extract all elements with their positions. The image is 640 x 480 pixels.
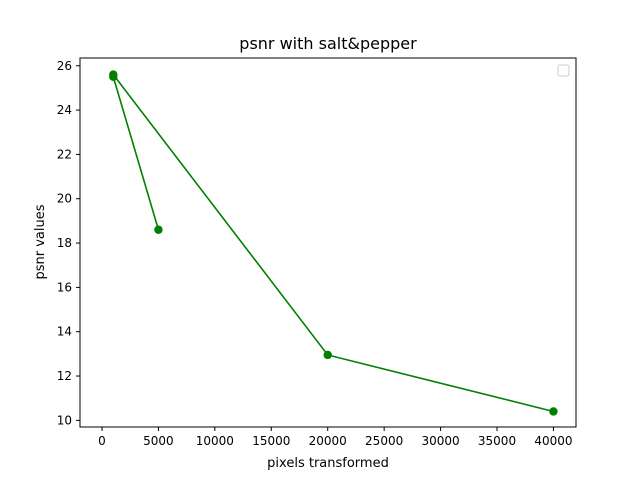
chart-title: psnr with salt&pepper xyxy=(239,34,417,53)
x-axis-label: pixels transformed xyxy=(267,456,389,471)
ticks: 0 5000 10000 15000 20000 25000 30000 35000 40000… xyxy=(57,59,573,448)
y-tick-label: 22 xyxy=(57,147,72,161)
data-point xyxy=(323,350,332,360)
y-tick-label: 26 xyxy=(57,59,72,73)
series-layer xyxy=(109,70,558,416)
data-point xyxy=(549,407,558,416)
x-tick-label: 10000 xyxy=(196,434,234,448)
legend-box xyxy=(557,64,570,77)
data-point xyxy=(154,225,163,234)
y-tick-label: 18 xyxy=(57,236,72,250)
plot-frame xyxy=(79,57,577,428)
y-tick-label: 24 xyxy=(57,103,72,117)
x-tick-label: 20000 xyxy=(309,434,347,448)
y-tick-label: 12 xyxy=(57,369,72,383)
x-tick-label: 30000 xyxy=(421,434,459,448)
y-tick-label: 16 xyxy=(57,280,72,294)
x-tick-label: 35000 xyxy=(478,434,516,448)
y-axis-label: psnr values xyxy=(33,204,48,279)
x-tick-label: 15000 xyxy=(252,434,290,448)
y-tick-label: 14 xyxy=(57,325,72,339)
x-tick-label: 25000 xyxy=(365,434,403,448)
x-tick-label: 40000 xyxy=(534,434,572,448)
x-tick-label: 0 xyxy=(98,434,106,448)
data-point xyxy=(109,70,118,79)
y-tick-label: 10 xyxy=(57,413,72,427)
x-tick-label: 5000 xyxy=(143,434,174,448)
y-tick-label: 20 xyxy=(57,192,72,206)
